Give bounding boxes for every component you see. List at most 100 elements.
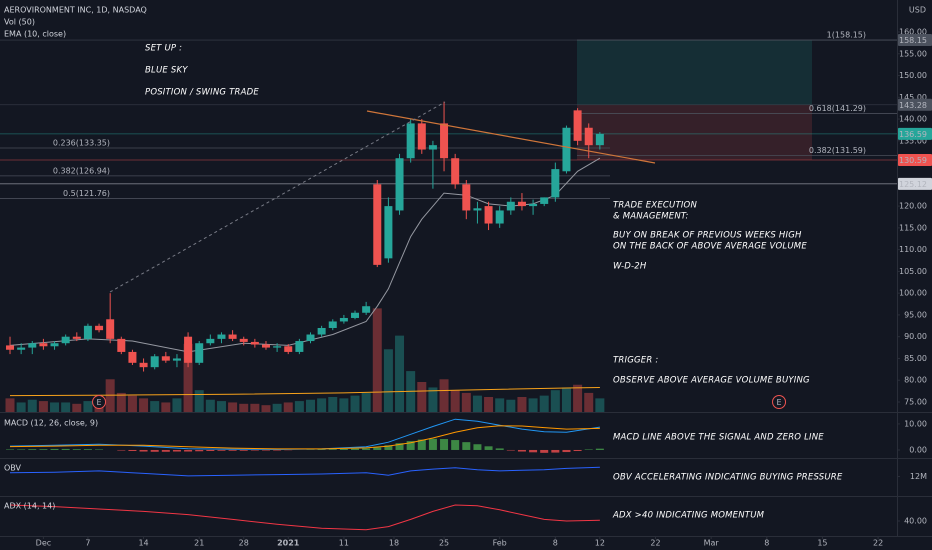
histogram-bar (484, 446, 493, 450)
histogram-bar (451, 440, 460, 450)
candle-body (384, 206, 393, 259)
histogram-bar (83, 449, 92, 450)
volume-bar (317, 398, 327, 412)
volume-bar (239, 403, 249, 412)
histogram-bar (395, 443, 404, 450)
candle-body (117, 338, 126, 352)
volume-bar (61, 402, 71, 412)
indicator-label: Vol (50) (4, 18, 35, 27)
candle-body (406, 123, 415, 159)
fib-label: 0.382(126.94) (53, 166, 110, 175)
x-tick-label: 8 (553, 539, 558, 548)
histogram-bar (50, 448, 59, 450)
fib-label: 0.382(131.59) (809, 146, 866, 155)
candle-body (440, 123, 449, 159)
volume-bar (461, 392, 471, 412)
earnings-label: E (777, 398, 782, 407)
histogram-bar (172, 449, 181, 452)
volume-bar (539, 395, 549, 412)
volume-bar (561, 387, 571, 412)
y-tick-label: 100.00 (899, 289, 927, 298)
projection-line (109, 101, 446, 293)
candle-body (228, 334, 237, 339)
candle-body (328, 321, 337, 328)
annotation: TRADE EXECUTION (613, 201, 697, 211)
panel-title: OBV (4, 464, 22, 473)
y-tick-label: 145.00 (899, 93, 927, 102)
histogram-bar (17, 449, 26, 450)
volume-bar (428, 387, 438, 412)
chart-title: AEROVIRONMENT INC, 1D, NASDAQ (4, 6, 147, 15)
histogram-bar (6, 449, 15, 450)
y-tick-label: 135.00 (899, 136, 927, 145)
candle-body (50, 343, 59, 347)
price-label: 158.15 (899, 36, 927, 45)
volume-bar (450, 390, 460, 412)
y-tick-label: 120.00 (899, 202, 927, 211)
background-layer (0, 31, 900, 539)
histogram-bar (195, 449, 204, 452)
histogram-bar (239, 449, 248, 451)
candle-body (6, 345, 15, 350)
volume-bar (395, 335, 405, 412)
candle-body (250, 341, 259, 345)
histogram-bar (440, 439, 449, 450)
x-tick-label: 12 (595, 539, 605, 548)
fib-label: 0.5(121.76) (63, 189, 110, 198)
candle-body (39, 343, 48, 347)
volume-bar (517, 397, 527, 412)
x-tick-label: 2021 (277, 539, 300, 548)
volume-bar (139, 398, 149, 412)
panel-title: ADX (14, 14) (4, 502, 55, 511)
histogram-bar (328, 449, 337, 450)
y-tick-label: 150.00 (899, 71, 927, 80)
histogram-bar (517, 449, 526, 452)
text-layer: Dec 7 14 21 28 2021 11 18 25 Feb 8 12 22 Mar 8 15 22 160.… (36, 27, 932, 548)
x-tick-label: Feb (493, 539, 507, 548)
volume-bar (16, 402, 26, 412)
x-tick-label: 18 (389, 539, 399, 548)
price-label-box (898, 127, 932, 140)
candle-body (128, 351, 137, 363)
volume-ma-line (9, 387, 600, 397)
histogram-bar (39, 449, 48, 450)
histogram-bar (139, 449, 148, 452)
volume-bar (283, 402, 293, 412)
candle-body (573, 110, 582, 141)
y-tick-label: 12M (910, 472, 927, 481)
histogram-bar (161, 449, 170, 452)
x-tick-label: 8 (764, 539, 769, 548)
histogram-bar (540, 449, 549, 453)
price-label: 130.59 (899, 156, 927, 165)
volume-bar (339, 398, 349, 412)
histogram-bar (250, 449, 259, 451)
x-tick-label: 21 (194, 539, 204, 548)
y-tick-label: 115.00 (899, 223, 927, 232)
indicator-line (9, 466, 600, 477)
volume-bar (417, 382, 427, 412)
volume-bar (261, 405, 271, 412)
candle-body (595, 133, 604, 146)
candle-body (473, 208, 482, 211)
y-tick-label: 105.00 (899, 267, 927, 276)
volume-bar (573, 384, 583, 412)
candle-body (106, 319, 115, 339)
histogram-bar (217, 449, 226, 451)
price-label-box (898, 34, 932, 47)
y-tick-label: 140.00 (899, 115, 927, 124)
candle-body (540, 197, 549, 204)
fib-label: 0.618(141.29) (809, 104, 866, 113)
candle-body (317, 327, 326, 335)
panel-title: MACD (12, 26, close, 9) (4, 419, 98, 428)
histogram-bar (373, 447, 382, 450)
price-label-box (898, 154, 932, 167)
candle-body (72, 336, 81, 339)
candle-body (217, 334, 226, 339)
price-label-box (898, 98, 932, 111)
histogram-bar (506, 449, 515, 451)
volume-bar (172, 398, 182, 412)
y-tick-label: 90.00 (904, 332, 927, 341)
volume-bar (127, 395, 137, 412)
histogram-bar (551, 449, 560, 453)
volume-bar (194, 390, 204, 412)
